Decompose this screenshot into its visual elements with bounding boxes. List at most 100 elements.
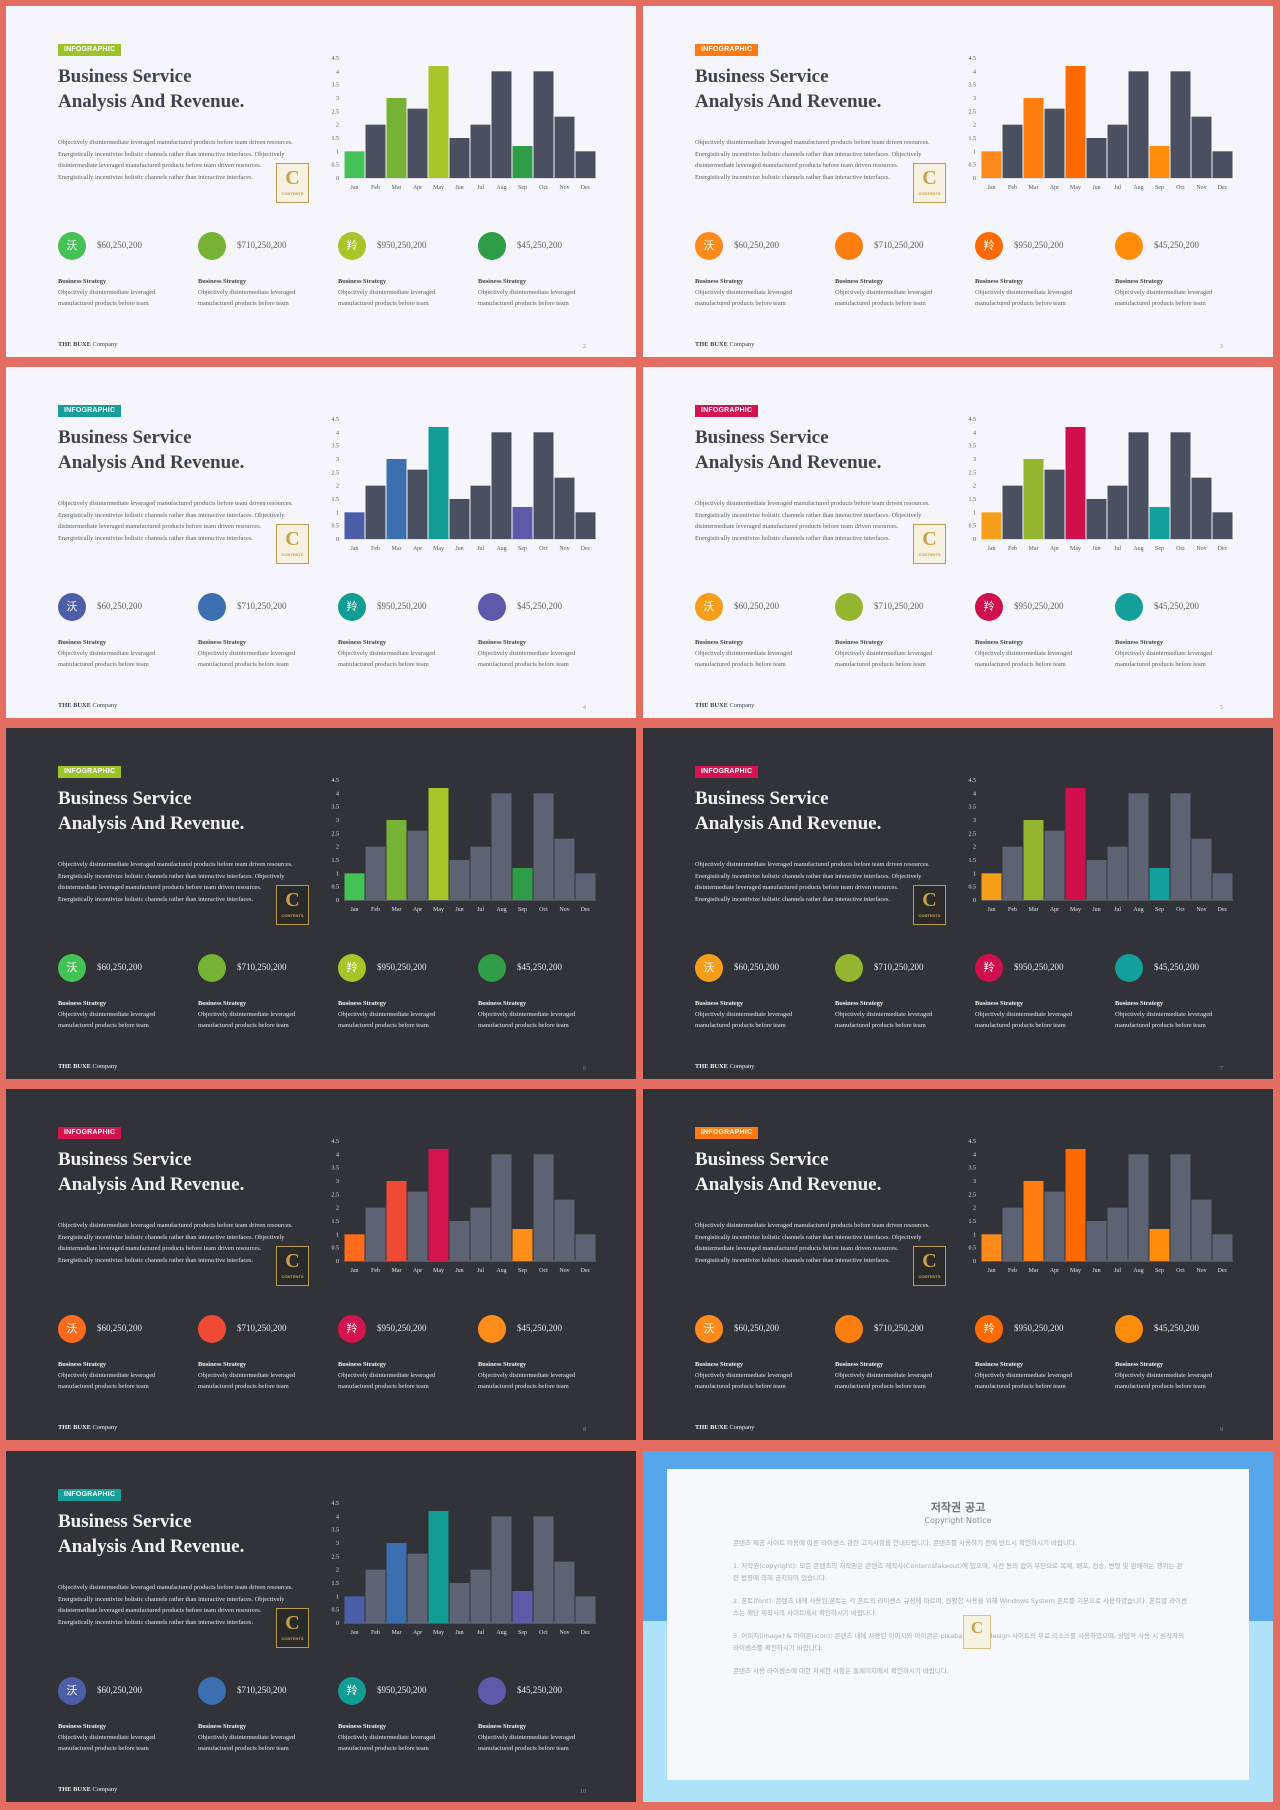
x-tick-label: Mar (392, 907, 402, 913)
x-tick-label: Mar (1029, 907, 1039, 913)
stat-circle-icon: 羚 (975, 232, 1003, 260)
stat-item: 沃 $60,250,200 (695, 954, 835, 984)
y-tick-label: 4.5 (969, 1139, 977, 1145)
stat-circle-icon (478, 954, 506, 982)
stat-amount: $45,250,200 (517, 1685, 562, 1695)
copyright-notice-slide[interactable]: 저작권 공고 Copyright Notice 콘텐츠 제공 사이트 이용에 따… (643, 1451, 1273, 1802)
bar-nov (1191, 1199, 1212, 1261)
x-tick-label: Aug (496, 1268, 506, 1274)
contents-logo: C CONTENTS (276, 1608, 309, 1648)
strategy-block: Business Strategy Objectively disinterme… (58, 1360, 186, 1392)
stat-item: 羚 $950,250,200 (338, 232, 478, 262)
bar-dec (575, 151, 596, 178)
strategy-text: manufactured products before team (338, 661, 429, 668)
infographic-slide[interactable]: INFOGRAPHIC Business Service Analysis An… (643, 728, 1273, 1079)
infographic-slide[interactable]: INFOGRAPHIC Business Service Analysis An… (6, 728, 636, 1079)
bar-jul (470, 1207, 491, 1261)
y-tick-label: 3 (973, 1179, 976, 1185)
description-line: Energistically incentivize holistic chan… (58, 534, 254, 542)
y-tick-label: 3 (336, 1541, 339, 1547)
stat-circle-icon (198, 1315, 226, 1343)
notice-paragraph: 콘텐츠 사용 라이센스에 대한 자세한 사항은 홈페이지에서 확인하시기 바랍니… (733, 1666, 949, 1675)
x-tick-label: Dec (1218, 185, 1228, 191)
strategy-block: Business Strategy Objectively disinterme… (478, 999, 606, 1031)
title-line-1: Business Service (58, 427, 192, 448)
infographic-slide[interactable]: INFOGRAPHIC Business Service Analysis An… (6, 6, 636, 357)
strategy-text: Objectively disintermediate leveraged (338, 1734, 436, 1741)
bar-jan (981, 512, 1002, 539)
stat-circle-icon: 羚 (338, 232, 366, 260)
stat-amount: $950,250,200 (1014, 240, 1064, 250)
footer-brand: THE BUXE (695, 341, 728, 348)
stat-amount: $60,250,200 (97, 240, 142, 250)
stat-circle-icon (1115, 593, 1143, 621)
x-tick-label: Aug (496, 1630, 506, 1636)
logo-text: CONTENTS (281, 1274, 304, 1279)
stat-circle-icon: 羚 (338, 1677, 366, 1705)
description-line: Energistically incentivize holistic chan… (58, 1233, 285, 1241)
logo-letter: C (922, 889, 937, 911)
strategy-text: Objectively disintermediate leveraged (198, 289, 296, 296)
page-number: 9 (1220, 1427, 1223, 1433)
y-tick-label: 0.5 (332, 885, 340, 891)
infographic-slide[interactable]: INFOGRAPHIC Business Service Analysis An… (643, 1089, 1273, 1440)
stat-amount: $60,250,200 (97, 962, 142, 972)
bar-mar (1023, 98, 1044, 178)
bar-nov (1191, 116, 1212, 178)
strategy-text: manufactured products before team (478, 1745, 569, 1752)
infographic-slide[interactable]: INFOGRAPHIC Business Service Analysis An… (643, 367, 1273, 718)
bar-dec (575, 1234, 596, 1261)
stat-amount: $60,250,200 (97, 1685, 142, 1695)
stat-amount: $60,250,200 (97, 601, 142, 611)
x-tick-label: Apr (1050, 546, 1059, 552)
stat-circle-icon: 羚 (338, 1315, 366, 1343)
slide-title: Business Service Analysis And Revenue. (58, 64, 308, 114)
x-tick-label: Apr (1050, 907, 1059, 913)
y-tick-label: 0 (973, 537, 976, 543)
strategy-text: Objectively disintermediate leveraged (198, 1734, 296, 1741)
bar-may (428, 427, 449, 539)
slide-title: Business Service Analysis And Revenue. (695, 64, 945, 114)
footer-company: Company (729, 1063, 755, 1070)
y-tick-label: 3 (336, 818, 339, 824)
y-tick-label: 0 (973, 176, 976, 182)
infographic-slide[interactable]: INFOGRAPHIC Business Service Analysis An… (6, 1451, 636, 1802)
x-tick-label: Jul (477, 907, 484, 913)
x-tick-label: May (1070, 907, 1081, 913)
description-line: Objectively disintermediate leveraged ma… (695, 861, 930, 868)
bar-jun (1086, 499, 1107, 539)
infographic-slide[interactable]: INFOGRAPHIC Business Service Analysis An… (6, 1089, 636, 1440)
bar-jun (1086, 860, 1107, 900)
stat-item: $45,250,200 (1115, 232, 1255, 262)
infographic-tag: INFOGRAPHIC (695, 766, 759, 778)
strategy-text: Objectively disintermediate leveraged (835, 650, 933, 657)
page-number: 4 (583, 705, 586, 711)
stat-amount: $45,250,200 (517, 1323, 562, 1333)
x-tick-label: Dec (581, 1630, 591, 1636)
contents-logo: C CONTENTS (913, 163, 946, 203)
x-tick-label: Jan (988, 185, 996, 191)
x-tick-label: Feb (371, 185, 380, 191)
strategy-block: Business Strategy Objectively disinterme… (975, 277, 1103, 309)
logo-letter: C (285, 528, 300, 550)
stat-amount: $710,250,200 (237, 1685, 287, 1695)
infographic-tag: INFOGRAPHIC (58, 1127, 122, 1139)
slide-description: Objectively disintermediate leveraged ma… (58, 1220, 328, 1266)
strategy-block: Business Strategy Objectively disinterme… (835, 277, 963, 309)
stat-circle-icon (1115, 1315, 1143, 1343)
bar-apr (1044, 830, 1065, 900)
y-tick-label: 3 (973, 96, 976, 102)
x-tick-label: Aug (496, 546, 506, 552)
infographic-slide[interactable]: INFOGRAPHIC Business Service Analysis An… (643, 6, 1273, 357)
y-tick-label: 1.5 (332, 1581, 340, 1587)
strategy-text: manufactured products before team (695, 661, 786, 668)
strategy-heading: Business Strategy (338, 1723, 387, 1730)
description-line: Energistically incentivize holistic chan… (695, 1233, 922, 1241)
y-tick-label: 4.5 (969, 56, 977, 62)
infographic-slide[interactable]: INFOGRAPHIC Business Service Analysis An… (6, 367, 636, 718)
strategy-text: Objectively disintermediate leveraged (1115, 1372, 1213, 1379)
bar-apr (407, 1191, 428, 1261)
y-tick-label: 4 (336, 791, 339, 797)
title-line-2: Analysis And Revenue. (695, 91, 882, 112)
bar-jun (1086, 1221, 1107, 1261)
